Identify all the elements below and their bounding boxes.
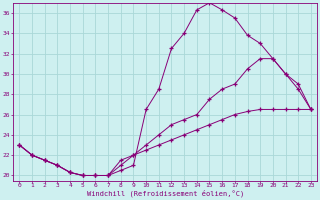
X-axis label: Windchill (Refroidissement éolien,°C): Windchill (Refroidissement éolien,°C) xyxy=(86,190,244,197)
